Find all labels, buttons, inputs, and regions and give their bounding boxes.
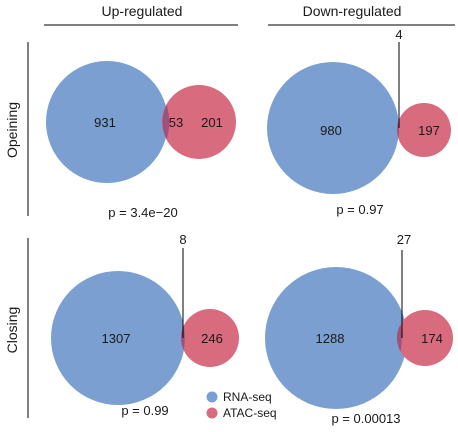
overlap-region	[396, 324, 402, 352]
overlap-count: 8	[179, 232, 186, 247]
venn-panel-closing-up: 8 1307 246 p = 0.99	[51, 232, 239, 418]
rna-only-count: 1288	[316, 331, 345, 346]
venn-panel-closing-down: 27 1288 174 p = 0.00013	[265, 232, 453, 426]
legend-swatch-rna	[206, 391, 218, 403]
row-label-closing: Closing	[4, 307, 20, 354]
atac-circle	[397, 103, 451, 157]
p-value: p = 0.97	[336, 202, 383, 217]
legend-label-atac: ATAC-seq	[223, 406, 277, 420]
overlap-region	[162, 104, 170, 140]
p-value: p = 0.00013	[331, 411, 400, 426]
overlap-count: 4	[395, 27, 402, 42]
rna-only-count: 980	[320, 123, 342, 138]
atac-only-count: 197	[418, 123, 440, 138]
atac-only-count: 174	[421, 331, 443, 346]
rna-circle	[267, 62, 399, 194]
legend: RNA-seq ATAC-seq	[206, 390, 277, 420]
column-header-down: Down-regulated	[303, 3, 402, 19]
legend-label-rna: RNA-seq	[223, 390, 272, 404]
p-value: p = 0.99	[121, 403, 168, 418]
rna-circle	[265, 267, 407, 409]
atac-circle	[181, 309, 239, 367]
row-label-opening: Opeining	[4, 102, 20, 158]
p-value: p = 3.4e−20	[108, 205, 177, 220]
overlap-count: 53	[169, 115, 183, 130]
overlap-count: 27	[397, 232, 411, 247]
rna-only-count: 931	[94, 115, 116, 130]
rna-circle	[46, 61, 168, 183]
atac-only-count: 201	[201, 115, 223, 130]
venn-panel-opening-up: 931 53 201 p = 3.4e−20	[46, 61, 236, 220]
atac-circle	[162, 85, 236, 159]
venn-panel-opening-down: 4 980 197 p = 0.97	[267, 27, 451, 217]
rna-only-count: 1307	[102, 331, 131, 346]
atac-only-count: 246	[201, 331, 223, 346]
column-header-up: Up-regulated	[102, 3, 183, 19]
atac-circle	[397, 310, 453, 366]
rna-circle	[51, 271, 185, 405]
legend-swatch-atac	[206, 407, 218, 419]
